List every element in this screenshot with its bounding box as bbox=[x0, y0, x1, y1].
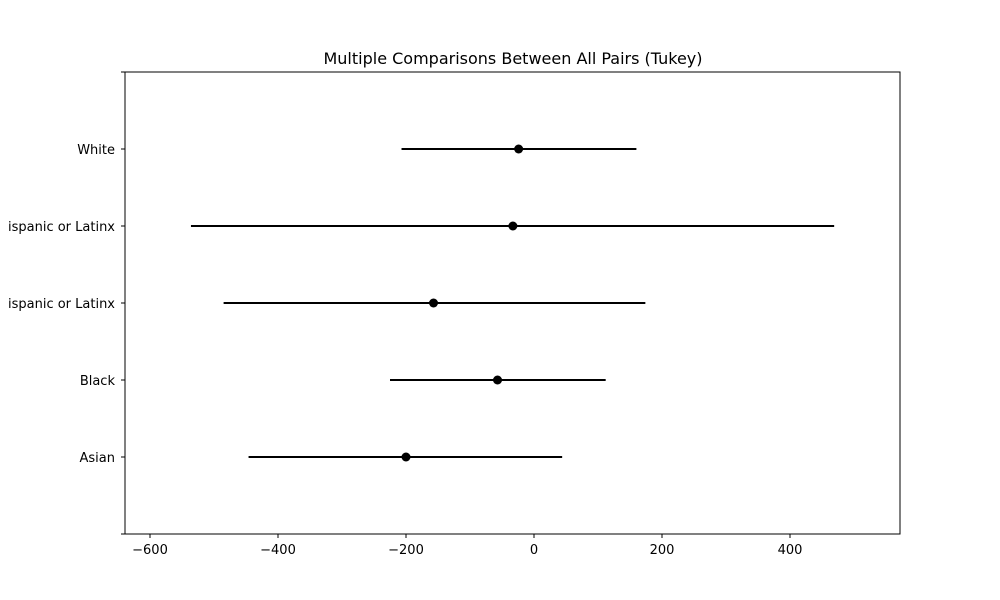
mean-point bbox=[514, 144, 524, 154]
mean-point bbox=[493, 375, 503, 385]
x-tick-label: −200 bbox=[388, 543, 424, 558]
mean-point bbox=[401, 452, 411, 462]
x-tick-label: 0 bbox=[530, 543, 538, 558]
x-tick-label: 400 bbox=[778, 543, 803, 558]
x-tick-label: 200 bbox=[650, 543, 675, 558]
x-tick-label: −600 bbox=[132, 543, 168, 558]
x-axis: −600 −400 −200 0 200 400 bbox=[132, 534, 802, 558]
y-tick-label: Black bbox=[80, 374, 116, 389]
mean-point bbox=[508, 221, 518, 231]
x-tick-label: −400 bbox=[260, 543, 296, 558]
chart-title: Multiple Comparisons Between All Pairs (… bbox=[323, 49, 702, 68]
mean-point bbox=[429, 298, 439, 308]
interval-group bbox=[190, 144, 835, 462]
y-tick-label: ispanic or Latinx bbox=[8, 220, 115, 235]
y-tick-label: White bbox=[77, 143, 115, 158]
y-axis: Asian Black ispanic or Latinx ispanic or La… bbox=[8, 71, 125, 535]
y-tick-label: ispanic or Latinx bbox=[8, 297, 115, 312]
y-tick-label: Asian bbox=[80, 451, 115, 466]
